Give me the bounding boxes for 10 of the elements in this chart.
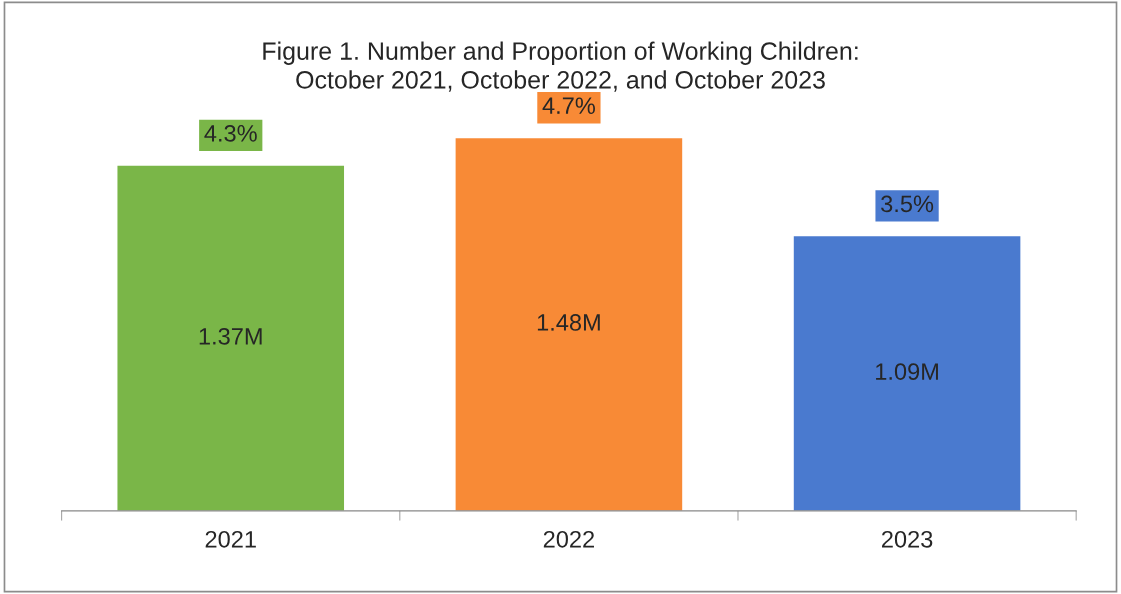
data-label: 1.09M	[876, 363, 938, 380]
annotation: 4.3%	[204, 125, 257, 142]
annotation: 4.7%	[542, 97, 595, 114]
data-label: 1.37M	[199, 327, 262, 345]
chart-title: Figure 1. Number and Proportion of Working Children: October 2021, October 2022, and October 2023	[263, 41, 858, 92]
data-label: 1.48M	[537, 314, 600, 331]
annotation: 3.5%	[881, 195, 934, 213]
x-tick-label: 2021	[205, 530, 256, 548]
x-tick-label: 2022	[543, 530, 594, 548]
x-tick-label: 2023	[882, 530, 933, 548]
